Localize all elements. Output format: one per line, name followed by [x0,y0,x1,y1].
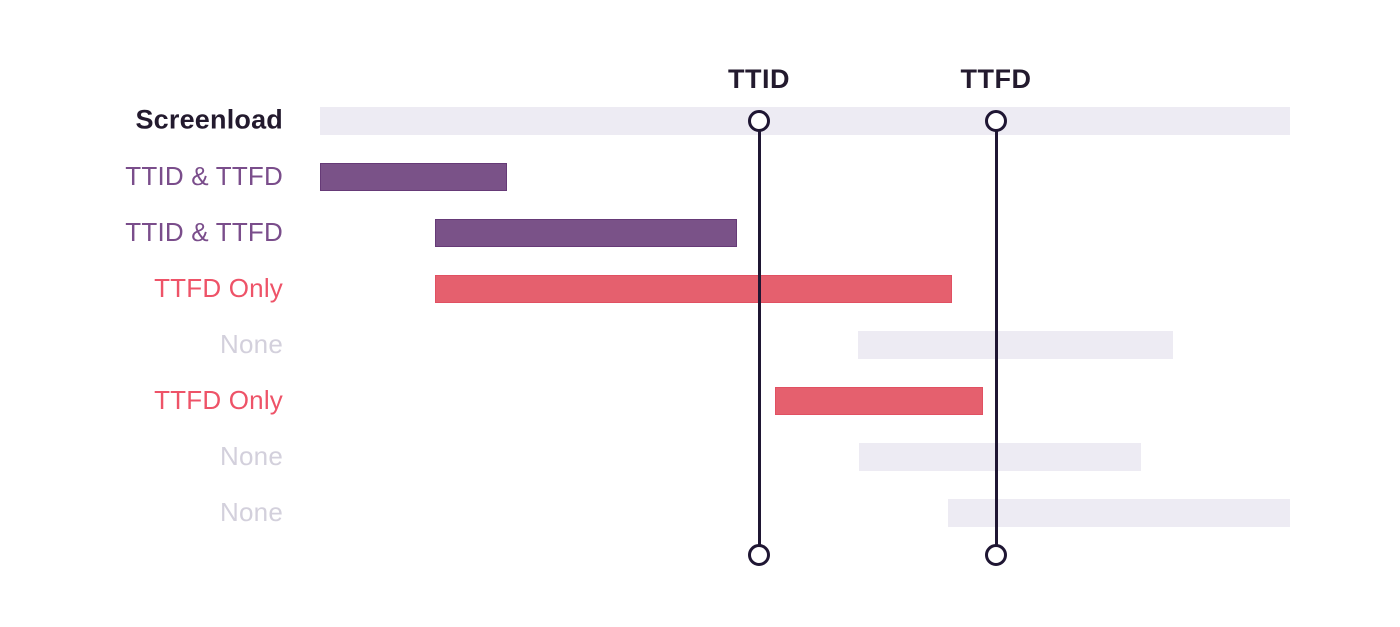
row-label-screenload: Screenload [135,104,283,135]
row-label-none-2: None [220,440,283,471]
row-label-ttfd-only-1: TTFD Only [154,272,283,303]
ttid-marker-label: TTID [728,64,790,94]
ttfd-marker-line [994,121,998,555]
bar-ttid-ttfd-2 [435,219,737,247]
ttfd-marker-label: TTFD [960,64,1032,94]
ttfd-marker-top-circle-icon [985,110,1007,132]
ttid-marker-bottom-circle-icon [748,544,770,566]
row-label-none-3: None [220,496,283,527]
bar-ttfd-only-2 [775,387,983,415]
ttid-marker-top-circle-icon [748,110,770,132]
row-label-ttid-ttfd-2: TTID & TTFD [125,216,283,247]
bar-none-2 [859,443,1141,471]
row-label-none-1: None [220,328,283,359]
bar-none-3 [948,499,1290,527]
bar-none-1 [858,331,1173,359]
row-label-ttfd-only-2: TTFD Only [154,384,283,415]
row-label-ttid-ttfd-1: TTID & TTFD [125,160,283,191]
bar-ttid-ttfd-1 [320,163,507,191]
bar-ttfd-only-1 [435,275,952,303]
bar-screenload-track [320,107,1290,135]
ttfd-marker-bottom-circle-icon [985,544,1007,566]
ttid-marker-line [757,121,761,555]
